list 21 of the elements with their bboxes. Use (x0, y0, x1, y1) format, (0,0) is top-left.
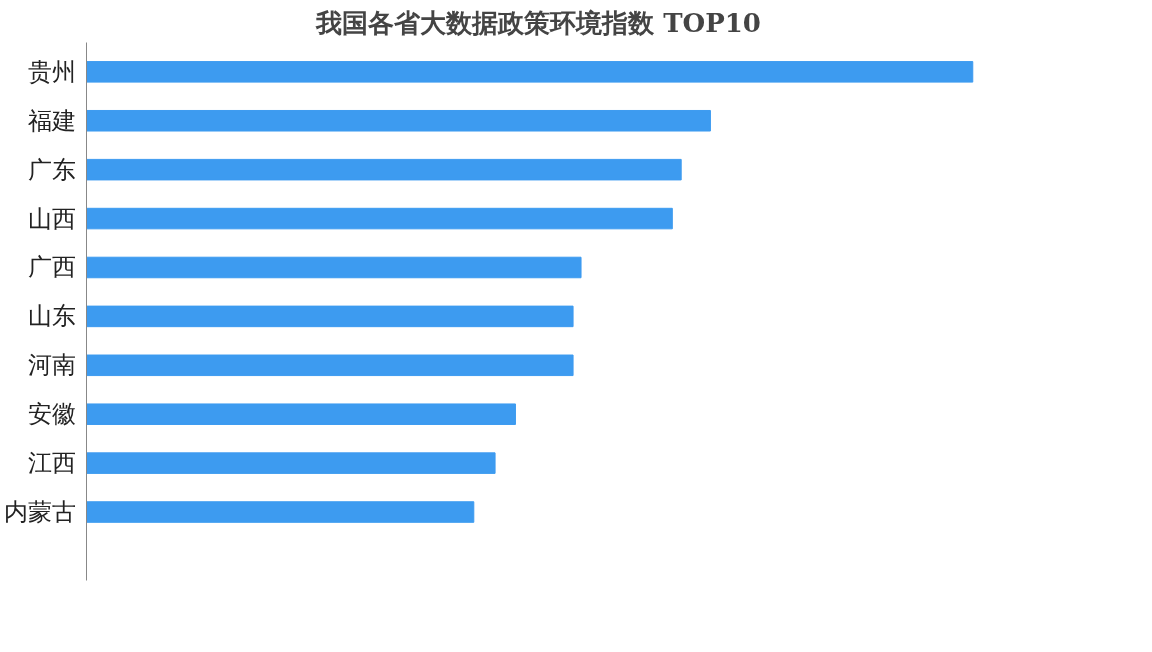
y-tick-label: 广东 (27, 155, 76, 184)
bar (86, 354, 574, 377)
bar (86, 501, 475, 523)
bar (86, 256, 582, 279)
chart-title: 我国各省大数据政策环境指数 TOP10 (315, 7, 761, 38)
bar (86, 109, 711, 132)
bar (86, 158, 682, 181)
y-tick-label: 安徽 (27, 400, 76, 429)
y-tick-label: 内蒙古 (3, 498, 76, 527)
y-tick-label: 贵州 (27, 57, 76, 86)
y-tick-label: 河南 (27, 351, 76, 380)
bar (86, 207, 673, 230)
y-tick-label: 福建 (27, 106, 76, 135)
y-tick-label: 山东 (27, 302, 76, 331)
bar (86, 452, 496, 474)
y-tick-label: 广西 (27, 253, 76, 282)
y-tick-label: 山西 (27, 204, 76, 233)
bar (86, 403, 516, 425)
bar (86, 61, 974, 83)
bar (86, 305, 574, 328)
y-tick-label: 江西 (27, 449, 76, 478)
